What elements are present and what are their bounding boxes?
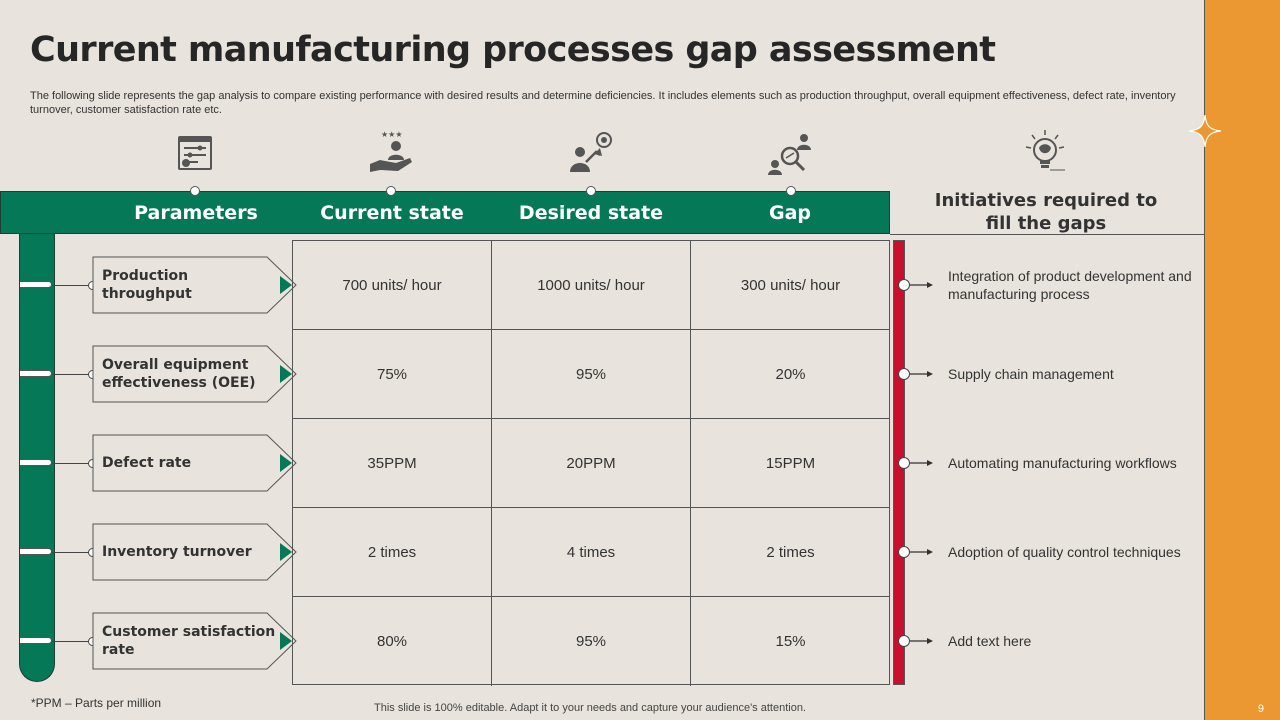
parameter-label: Defect rate [102,454,192,471]
footnote: *PPM – Parts per million [31,696,162,710]
cell-current: 700 units/ hour [293,241,492,330]
cell-desired: 1000 units/ hour [492,241,691,330]
cell-gap: 20% [691,330,890,419]
header-current-state: Current state [320,202,464,224]
connector-line [52,284,92,286]
growth-target-icon [566,128,616,178]
cell-desired: 95% [492,330,691,419]
initiative-text: Integration of product development and m… [948,267,1192,302]
parameter-label: Production throughput [102,267,192,302]
initiative-text: Automating manufacturing workflows [948,454,1177,471]
slide-title: Current manufacturing processes gap asse… [30,30,996,70]
search-people-icon [766,128,816,178]
initiative-text: Supply chain management [948,365,1114,382]
rating-hand-icon: ★★★ [366,128,416,178]
cell-current: 35PPM [293,419,492,508]
connector-line [52,640,92,642]
parameter-tag: Customer satisfaction rate [92,612,298,670]
parameter-label: Overall equipment effectiveness (OEE) [102,356,256,391]
brain-bulb-icon [1020,128,1070,178]
arrow-right-icon [910,637,933,644]
cell-desired: 20PPM [492,419,691,508]
header-marker [586,186,596,196]
connector-line [52,551,92,553]
divider [890,234,1204,235]
cell-current: 80% [293,597,492,686]
parameter-tag: Inventory turnover [92,523,298,581]
pipe-stub [20,280,52,288]
parameter-tag: Defect rate [92,434,298,492]
header-marker [386,186,396,196]
slide-subtitle: The following slide represents the gap a… [30,90,1176,116]
header-marker [786,186,796,196]
left-pipe [19,234,55,682]
header-gap: Gap [768,202,812,224]
initiative-dot [898,545,910,558]
sparkle-icon [1188,114,1222,148]
arrow-right-icon [910,281,933,288]
page-number: 9 [1257,703,1264,715]
pipe-stub [20,547,52,555]
cell-current: 75% [293,330,492,419]
header-parameters: Parameters [134,202,258,224]
connector-line [52,373,92,375]
initiative-dot [898,278,910,291]
arrow-right-icon [910,370,933,377]
parameter-tag: Production throughput [92,256,298,314]
initiative-text: Add text here [948,632,1032,649]
cell-gap: 300 units/ hour [691,241,890,330]
table-header: Parameters Current state Desired state G… [0,191,890,234]
pipe-stub [20,636,52,644]
cell-desired: 4 times [492,508,691,597]
pipe-stub [20,369,52,377]
cell-current: 2 times [293,508,492,597]
header-desired-state: Desired state [518,202,664,224]
initiative-text: Adoption of quality control techniques [948,543,1181,560]
footer-note: This slide is 100% editable. Adapt it to… [374,702,806,714]
initiative-dot [898,367,910,380]
parameter-label: Inventory turnover [102,543,252,560]
cell-gap: 15% [775,633,806,650]
initiative-dot [898,456,910,469]
header-marker [190,186,200,196]
data-table: 700 units/ hour 1000 units/ hour 300 units… [292,240,890,686]
header-initiatives: Initiatives required to fill the gaps [934,190,1158,234]
svg-text:★★★: ★★★ [381,130,403,139]
parameter-tag: Overall equipment effectiveness (OEE) [92,345,298,403]
arrow-right-icon [910,459,933,466]
parameter-label: Customer satisfaction rate [102,623,276,658]
dashboard-settings-icon [170,128,220,178]
cell-desired: 95% [492,597,691,686]
cell-gap: 2 times [691,508,890,597]
pipe-stub [20,458,52,466]
connector-line [52,462,92,464]
accent-sidebar: 9 [1204,0,1280,720]
initiative-dot [898,634,910,647]
cell-gap: 15PPM [691,419,890,508]
arrow-right-icon [910,548,933,555]
